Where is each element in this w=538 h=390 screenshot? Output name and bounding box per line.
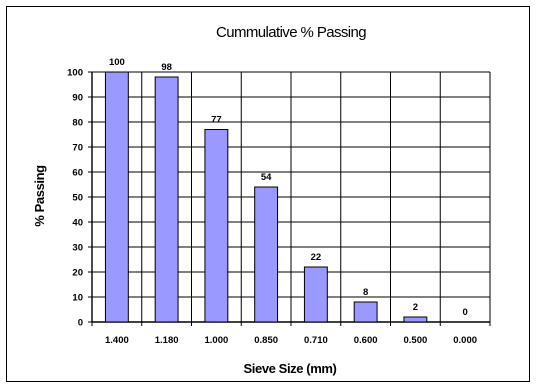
bar-0.600 — [353, 301, 378, 323]
bar-0.850 — [254, 186, 279, 323]
data-label: 2 — [413, 302, 418, 313]
data-labels: 100 98 77 54 22 8 2 0 — [109, 57, 468, 318]
y-tick-labels: 0 10 20 30 40 50 60 70 80 90 100 — [67, 68, 83, 329]
data-label: 100 — [109, 57, 125, 68]
bar-0.710 — [303, 266, 328, 323]
bar-1.400 — [104, 71, 129, 323]
y-tick-label: 80 — [72, 118, 83, 129]
y-tick-label: 20 — [72, 268, 83, 279]
x-tick-label: 1.400 — [105, 335, 129, 346]
x-tick-label: 1.000 — [204, 335, 228, 346]
y-tick-label: 30 — [72, 243, 83, 254]
y-tick-label: 60 — [72, 168, 83, 179]
gridlines — [88, 71, 491, 326]
y-tick-label: 50 — [72, 193, 83, 204]
y-tick-label: 40 — [72, 218, 83, 229]
y-tick-label: 70 — [72, 143, 83, 154]
y-tick-label: 100 — [67, 68, 83, 79]
x-tick-label: 1.180 — [155, 335, 179, 346]
data-label: 77 — [211, 115, 222, 126]
bar-0.500 — [403, 316, 428, 323]
bar-1.180 — [154, 76, 179, 323]
x-tick-label: 0.710 — [304, 335, 328, 346]
data-label: 98 — [161, 62, 172, 73]
y-axis-title: % Passing — [32, 165, 47, 227]
x-tick-label: 0.850 — [254, 335, 278, 346]
x-tick-label: 0.500 — [403, 335, 427, 346]
x-axis-title: Sieve Size (mm) — [244, 361, 337, 376]
x-tick-labels: 1.400 1.180 1.000 0.850 0.710 0.600 0.500 0.000 — [105, 335, 477, 346]
x-tick-label: 0.000 — [453, 335, 477, 346]
chart-title: Cummulative % Passing — [216, 24, 366, 41]
y-tick-label: 0 — [78, 318, 83, 329]
bar-1.000 — [204, 129, 229, 323]
data-label: 0 — [462, 307, 467, 318]
x-tick-label: 0.600 — [354, 335, 378, 346]
data-label: 54 — [261, 172, 272, 183]
y-tick-label: 90 — [72, 93, 83, 104]
data-label: 8 — [363, 287, 368, 298]
y-tick-label: 10 — [72, 293, 83, 304]
data-label: 22 — [311, 252, 322, 263]
bars — [104, 71, 428, 323]
